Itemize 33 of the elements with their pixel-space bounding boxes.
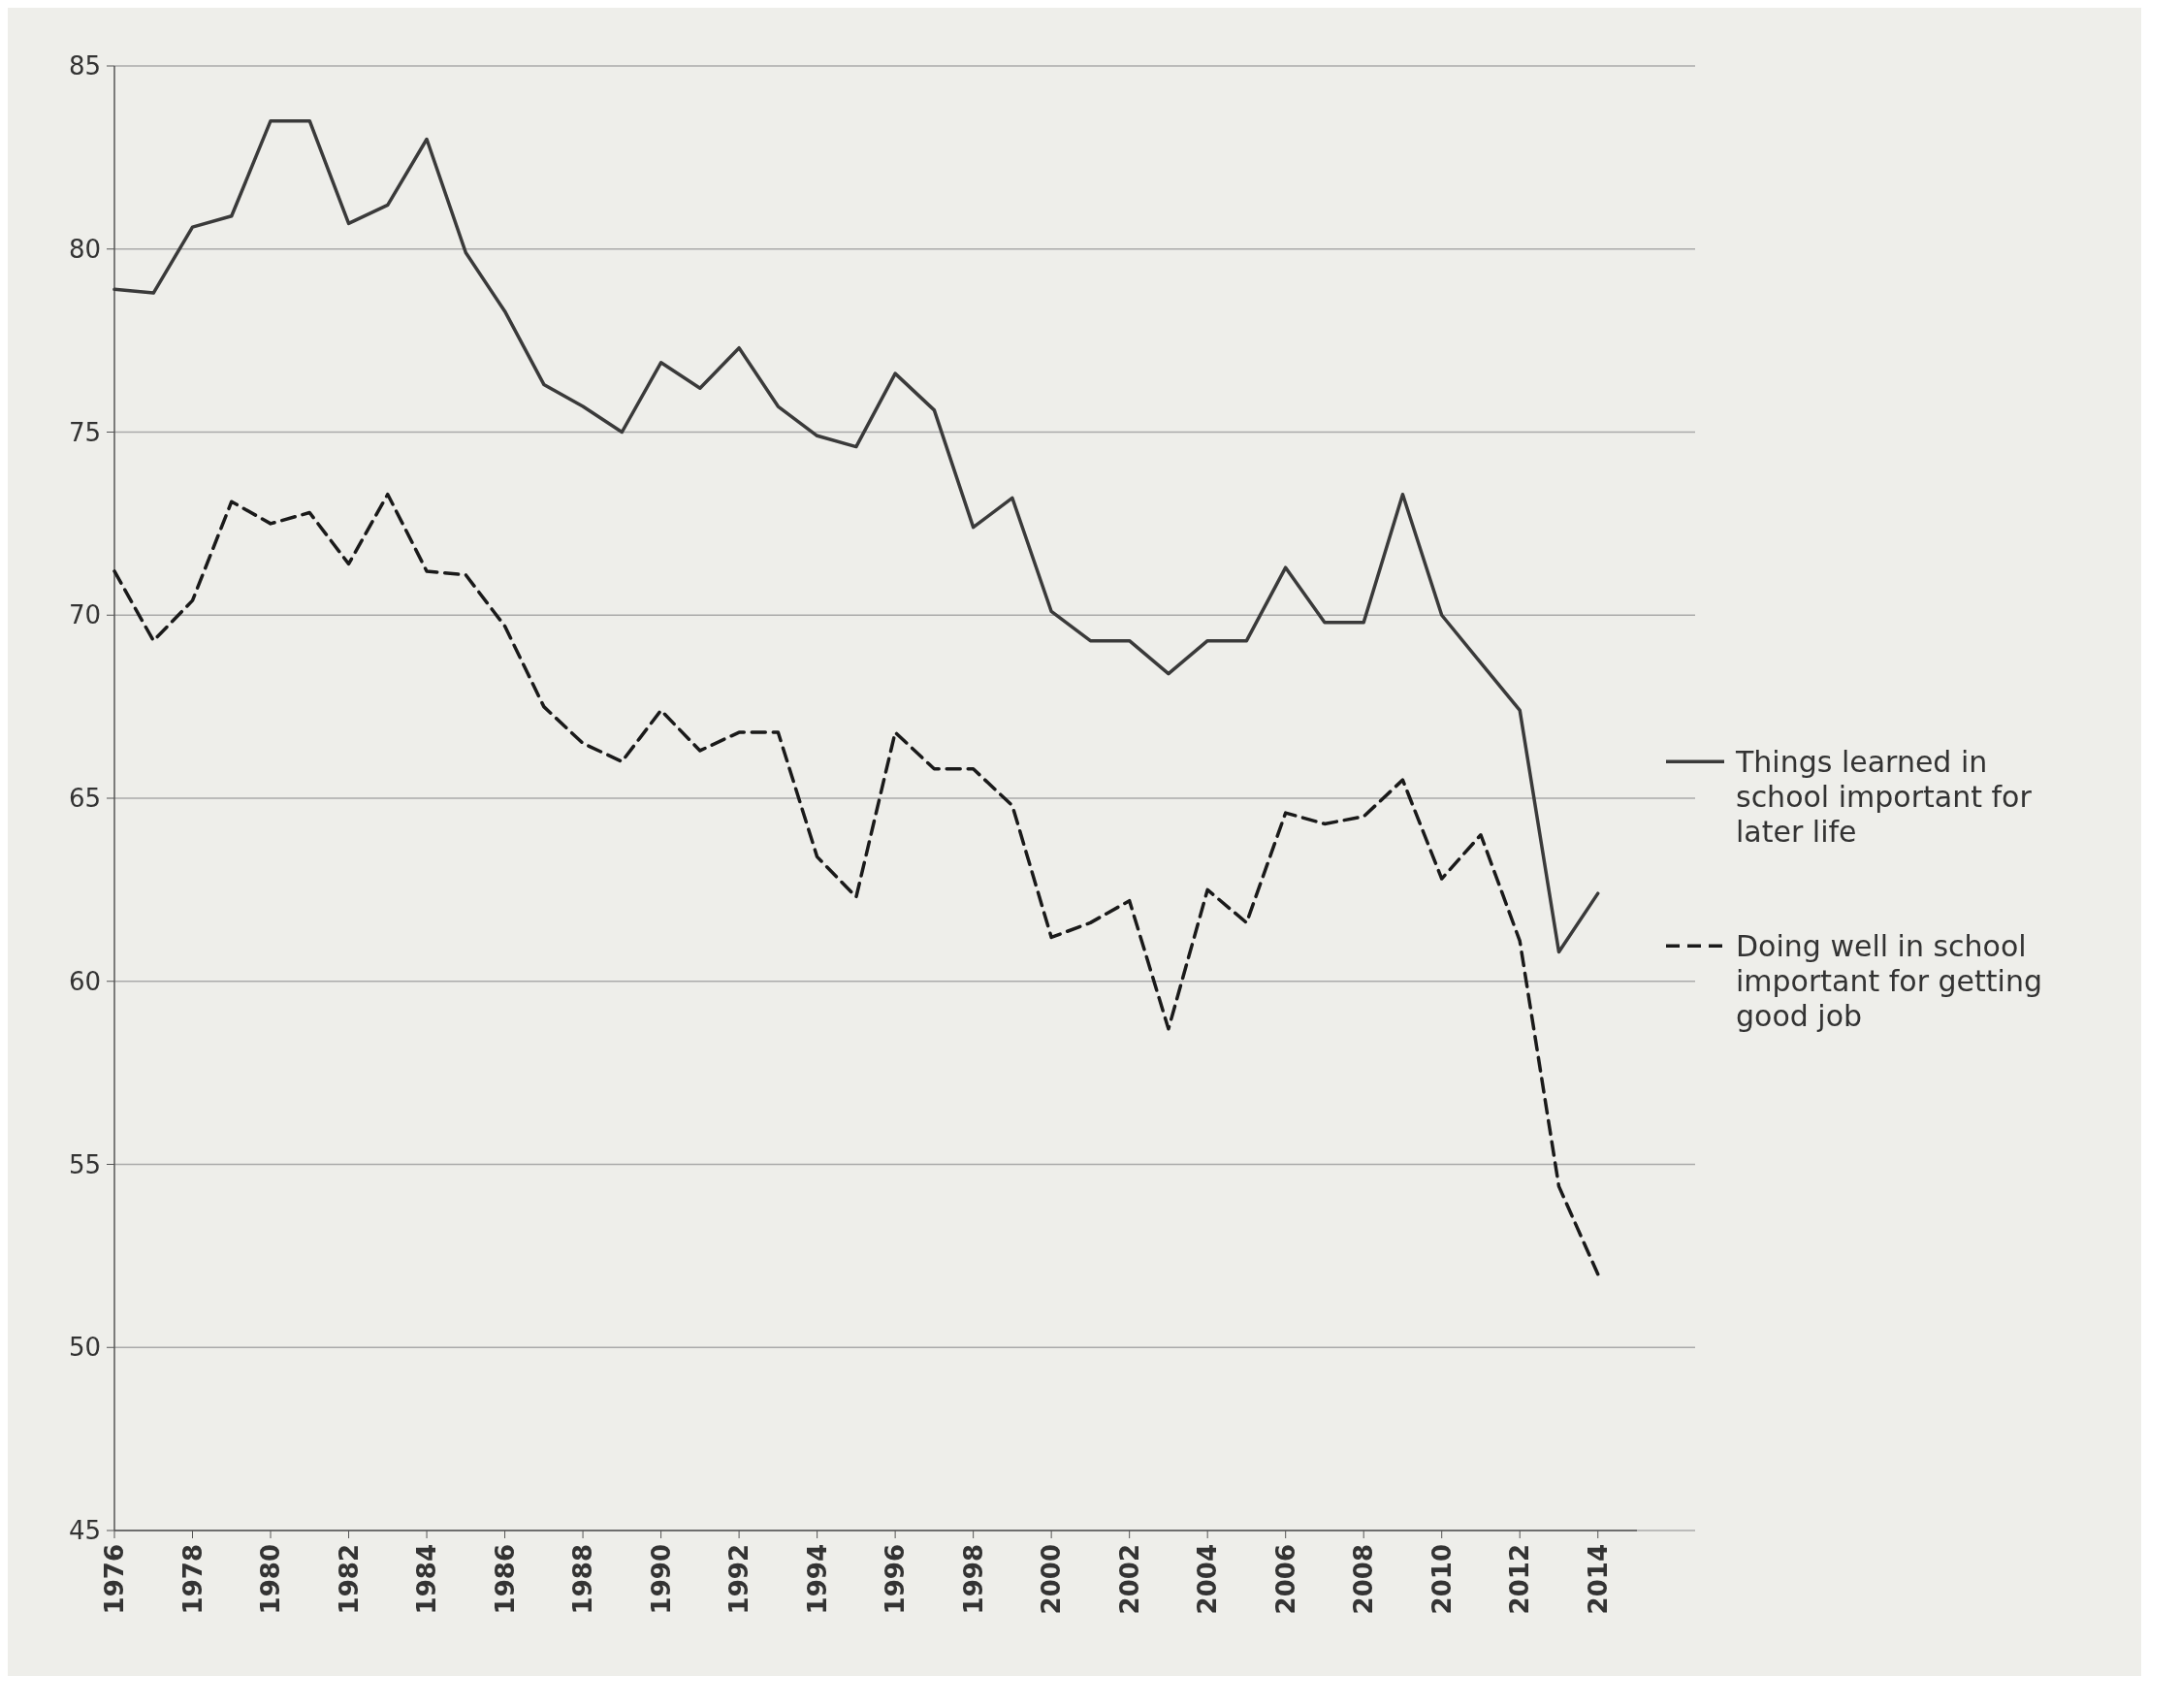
y-tick-label: 50 bbox=[68, 1333, 101, 1363]
x-tick-label: 1988 bbox=[568, 1544, 598, 1615]
x-tick-label: 2000 bbox=[1037, 1544, 1067, 1615]
x-tick-label: 1998 bbox=[958, 1544, 988, 1615]
x-tick-label: 1992 bbox=[724, 1544, 754, 1615]
x-tick-label: 1980 bbox=[256, 1544, 286, 1615]
x-tick-label: 2012 bbox=[1505, 1544, 1535, 1615]
x-tick-label: 1982 bbox=[334, 1544, 364, 1615]
line-series bbox=[112, 492, 1600, 1276]
x-tick-label: 2014 bbox=[1583, 1544, 1613, 1615]
y-tick-label: 85 bbox=[68, 51, 101, 81]
x-tick-label: 1986 bbox=[490, 1544, 520, 1615]
x-tick-label: 2002 bbox=[1114, 1544, 1144, 1615]
y-tick-label: 55 bbox=[68, 1149, 101, 1179]
y-tick-label: 70 bbox=[68, 600, 101, 630]
y-tick-label: 75 bbox=[68, 417, 101, 447]
y-tick-label: 65 bbox=[68, 784, 101, 814]
x-tick-label: 2006 bbox=[1270, 1544, 1300, 1615]
y-tick-label: 80 bbox=[68, 234, 101, 264]
x-tick-label: 2004 bbox=[1193, 1544, 1223, 1615]
x-tick-label: 1976 bbox=[100, 1544, 130, 1615]
x-tick-label: 1978 bbox=[177, 1544, 208, 1615]
x-tick-label: 1996 bbox=[881, 1544, 911, 1615]
x-tick-label: 1994 bbox=[802, 1544, 832, 1615]
x-tick-label: 2008 bbox=[1349, 1544, 1379, 1615]
legend-label: Things learned in school important for later life bbox=[1735, 744, 2033, 849]
legend-label: Doing well in school important for getting good job bbox=[1736, 928, 2042, 1033]
y-tick-label: 60 bbox=[68, 966, 101, 996]
x-tick-label: 1984 bbox=[412, 1544, 442, 1615]
line-series bbox=[112, 118, 1600, 954]
y-tick-label: 45 bbox=[68, 1516, 101, 1546]
x-tick-label: 1990 bbox=[646, 1544, 676, 1615]
x-tick-label: 2010 bbox=[1427, 1544, 1457, 1615]
